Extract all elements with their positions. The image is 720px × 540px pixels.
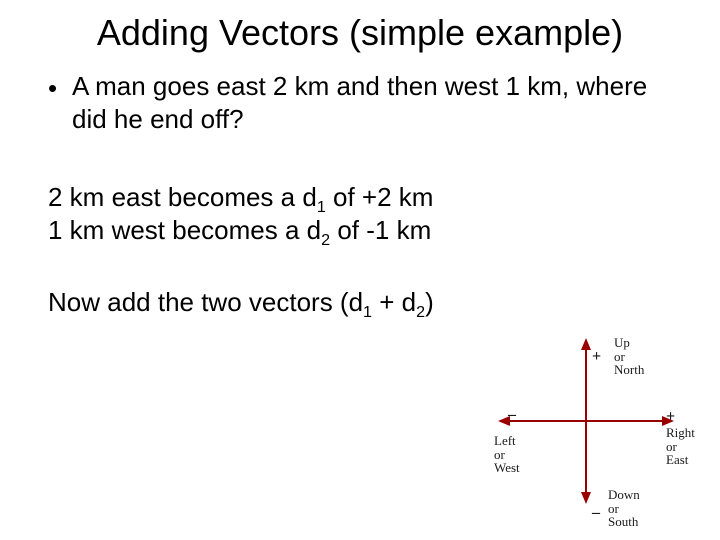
- sign-up: +: [592, 348, 601, 366]
- conversion-line-1: 2 km east becomes a d1 of +2 km: [48, 181, 672, 214]
- text: of +2 km: [326, 182, 434, 212]
- slide-title: Adding Vectors (simple example): [0, 12, 720, 54]
- text: ): [425, 287, 434, 317]
- text: East: [666, 452, 688, 467]
- text: 1 km west becomes a d: [48, 215, 321, 245]
- text: + d: [372, 287, 416, 317]
- sign-right: +: [666, 408, 675, 426]
- text: West: [494, 460, 520, 475]
- bullet-text: A man goes east 2 km and then west 1 km,…: [72, 70, 672, 135]
- conversion-line-2: 1 km west becomes a d2 of -1 km: [48, 214, 672, 247]
- slide-body: • A man goes east 2 km and then west 1 k…: [48, 70, 672, 319]
- subscript-2: 2: [416, 303, 425, 321]
- text: of -1 km: [330, 215, 431, 245]
- slide: Adding Vectors (simple example) • A man …: [0, 0, 720, 540]
- sign-left: –: [508, 406, 516, 424]
- bullet-item: • A man goes east 2 km and then west 1 k…: [48, 70, 672, 135]
- subscript-2: 2: [321, 231, 330, 249]
- text: 2 km east becomes a d: [48, 182, 317, 212]
- arrowhead-up-icon: [581, 338, 591, 350]
- bullet-dot: •: [48, 70, 72, 105]
- sign-down: –: [592, 504, 600, 522]
- text: South: [608, 514, 638, 529]
- compass-diagram: + – – + Up or North Right or East Down o…: [476, 326, 696, 516]
- label-right: Right or East: [666, 426, 695, 467]
- add-block: Now add the two vectors (d1 + d2): [48, 286, 672, 319]
- label-up: Up or North: [614, 336, 644, 377]
- text: North: [614, 362, 644, 377]
- label-left: Left or West: [494, 434, 520, 475]
- conversion-block: 2 km east becomes a d1 of +2 km 1 km wes…: [48, 181, 672, 246]
- add-line: Now add the two vectors (d1 + d2): [48, 286, 672, 319]
- text: Now add the two vectors (d: [48, 287, 363, 317]
- subscript-1: 1: [363, 303, 372, 321]
- label-down: Down or South: [608, 488, 640, 529]
- arrowhead-down-icon: [581, 492, 591, 504]
